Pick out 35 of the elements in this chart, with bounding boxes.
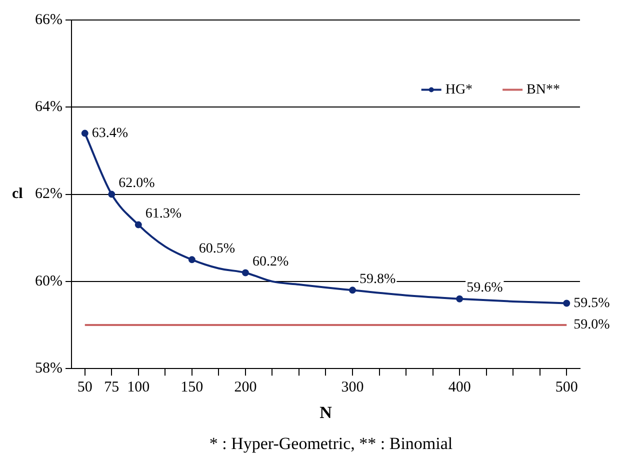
data-label: 60.2% [252, 254, 289, 270]
data-label: 60.5% [198, 241, 236, 256]
point [134, 221, 142, 228]
data-label: 59.5% [574, 296, 610, 311]
point [242, 269, 249, 276]
legend-label: BN** [526, 82, 560, 98]
x-tick-label: 200 [234, 380, 257, 396]
data-label: 61.3% [145, 206, 182, 222]
y-tick-label: 66% [34, 12, 62, 28]
point [108, 190, 116, 198]
x-tick-label: 400 [448, 380, 471, 396]
data-label: 62.0% [118, 176, 156, 191]
point [456, 295, 464, 302]
x-tick-label: 500 [555, 380, 578, 396]
data-label: 59.6% [466, 280, 504, 296]
point [188, 256, 196, 264]
point [349, 286, 356, 294]
data-label: 59.0% [574, 318, 610, 333]
y-tick-label: 64% [34, 99, 62, 116]
x-tick-label: 100 [127, 380, 150, 396]
x-tick-label: 300 [341, 380, 364, 396]
point [81, 130, 88, 137]
x-tick-label: 75 [104, 380, 120, 396]
x-tick-label: 150 [180, 380, 204, 396]
y-tick-label: 60% [34, 273, 62, 290]
x-tick-label: 50 [77, 380, 92, 396]
legend-label: HG* [445, 82, 473, 98]
data-label: 59.8% [360, 272, 396, 287]
y-tick-label: 58% [34, 360, 62, 377]
y-axis-title: cl [12, 186, 23, 202]
data-label: 63.4% [92, 126, 128, 141]
text: * : Hyper-Geometric, ** : Binomial [208, 434, 454, 454]
y-tick-label: 62% [34, 186, 62, 202]
point [563, 300, 570, 307]
x-axis-title: N [320, 403, 333, 422]
